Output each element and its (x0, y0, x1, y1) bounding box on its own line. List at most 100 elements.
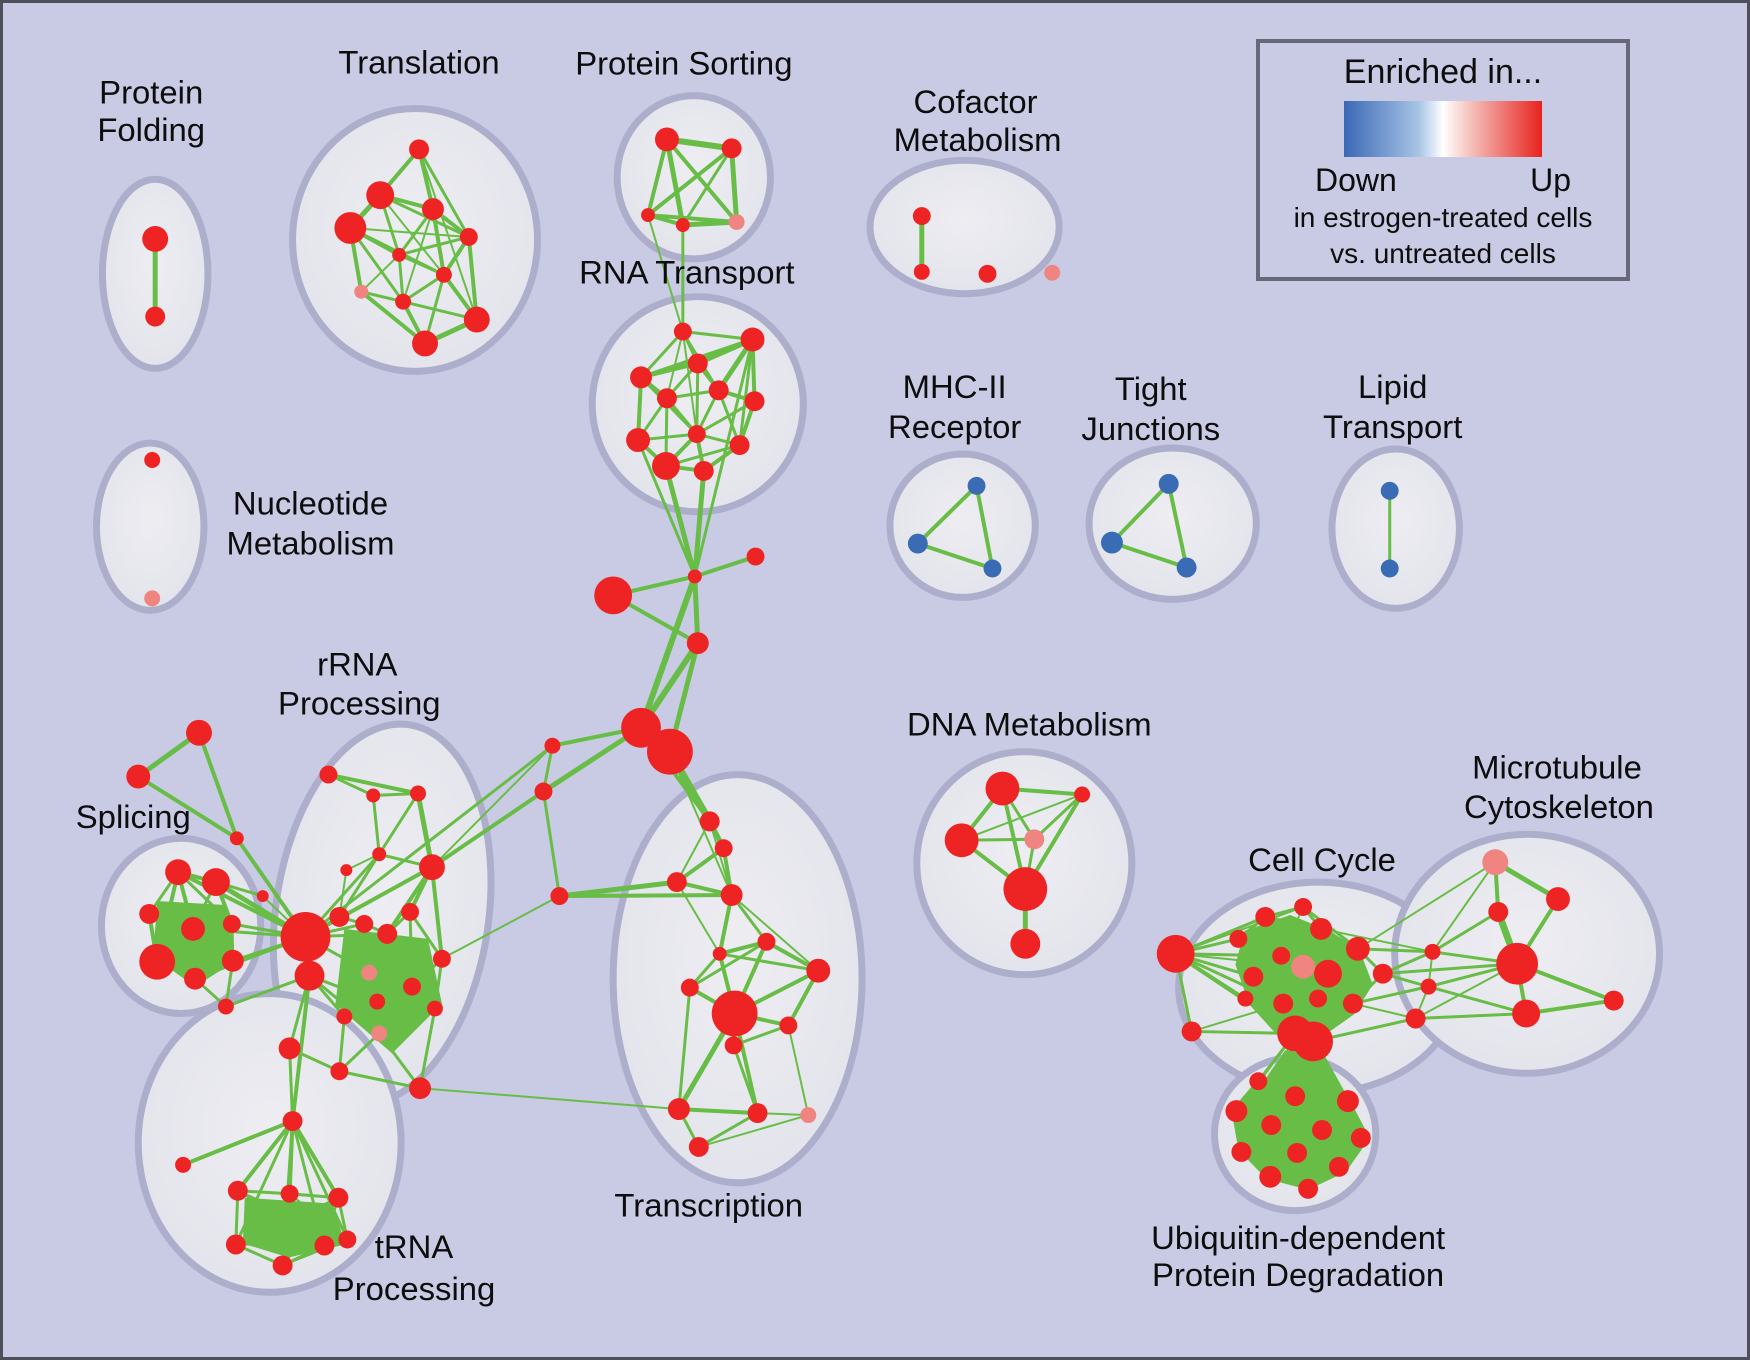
gene-set-node-cc5[interactable] (1272, 946, 1291, 965)
gene-set-node-ub2[interactable] (1285, 1086, 1306, 1107)
gene-set-node-dm2[interactable] (1074, 786, 1091, 803)
gene-set-node-tx3[interactable] (666, 872, 687, 893)
gene-set-node-rt9[interactable] (626, 428, 650, 453)
gene-set-node-rr18[interactable] (409, 1077, 431, 1100)
gene-set-node-tn7[interactable] (272, 1255, 293, 1276)
gene-set-node-ub5[interactable] (1261, 1115, 1282, 1135)
gene-set-node-tn8[interactable] (225, 1234, 246, 1255)
gene-set-node-tr5[interactable] (459, 228, 478, 246)
gene-set-node-tx13[interactable] (667, 1098, 690, 1121)
gene-set-node-tn2[interactable] (227, 1180, 248, 1201)
gene-set-node-mt8[interactable] (1420, 978, 1437, 995)
gene-set-node-cc7[interactable] (1314, 959, 1342, 988)
gene-set-node-cc4[interactable] (1243, 966, 1264, 987)
gene-set-node-tr7[interactable] (435, 266, 452, 283)
gene-set-node-cf2[interactable] (913, 263, 930, 280)
gene-set-node-cc8[interactable] (1237, 990, 1254, 1007)
gene-set-node-tj1[interactable] (1158, 473, 1179, 494)
gene-set-node-cf1[interactable] (912, 207, 931, 226)
gene-set-node-ps5[interactable] (728, 214, 745, 230)
gene-set-node-rt11[interactable] (693, 460, 714, 481)
gene-set-node-tx8[interactable] (806, 958, 831, 983)
gene-set-node-rr5[interactable] (340, 864, 353, 877)
gene-set-node-mt4[interactable] (1496, 942, 1539, 985)
gene-set-node-tx15[interactable] (800, 1107, 817, 1124)
gene-set-node-nu1[interactable] (144, 452, 161, 468)
gene-set-node-cc10[interactable] (1372, 963, 1393, 984)
gene-set-node-tx1[interactable] (699, 811, 720, 832)
gene-set-node-rt7[interactable] (744, 391, 765, 412)
gene-set-node-ub8[interactable] (1231, 1141, 1252, 1162)
gene-set-node-rr17[interactable] (426, 1000, 443, 1017)
gene-set-node-cc11[interactable] (1273, 993, 1294, 1014)
gene-set-node-tx2[interactable] (714, 839, 733, 858)
gene-set-node-cc2[interactable] (1294, 898, 1313, 916)
gene-set-node-mh3[interactable] (983, 559, 1002, 578)
gene-set-node-rr9[interactable] (377, 923, 398, 944)
gene-set-node-dm3[interactable] (944, 823, 979, 858)
gene-set-node-ub11[interactable] (1259, 1165, 1282, 1188)
gene-set-node-lp2[interactable] (1380, 559, 1399, 578)
gene-set-node-rr4[interactable] (372, 847, 387, 862)
gene-set-node-tx7[interactable] (757, 932, 776, 951)
gene-set-node-hb[interactable] (647, 728, 693, 775)
gene-set-node-cc9[interactable] (1345, 936, 1370, 961)
gene-set-node-rr8[interactable] (355, 914, 374, 933)
gene-set-node-mt3[interactable] (1488, 902, 1509, 922)
gene-set-node-rr1[interactable] (319, 765, 338, 784)
gene-set-node-cj[interactable] (687, 569, 702, 584)
gene-set-node-ub9[interactable] (1287, 1142, 1308, 1163)
gene-set-node-rr19[interactable] (330, 1062, 349, 1081)
gene-set-node-sp6[interactable] (139, 904, 160, 924)
gene-set-node-tr11[interactable] (412, 330, 438, 357)
gene-set-node-mt6[interactable] (1603, 990, 1624, 1011)
gene-set-node-pf1[interactable] (142, 226, 169, 252)
gene-set-node-mt9[interactable] (1405, 1008, 1426, 1029)
gene-set-node-ub4[interactable] (1225, 1100, 1248, 1123)
gene-set-node-cc16[interactable] (1293, 1021, 1333, 1062)
gene-set-node-dm5[interactable] (1003, 867, 1048, 911)
gene-set-node-ub12[interactable] (1298, 1178, 1319, 1199)
gene-set-node-sp3[interactable] (229, 831, 244, 846)
gene-set-node-sp9[interactable] (139, 943, 176, 980)
gene-set-node-rt2[interactable] (740, 327, 765, 352)
gene-set-node-ha[interactable] (621, 707, 661, 748)
gene-set-node-rt3[interactable] (687, 353, 708, 374)
gene-set-node-ub7[interactable] (1350, 1128, 1371, 1148)
gene-set-node-ps3[interactable] (641, 208, 655, 223)
gene-set-node-ub1[interactable] (1249, 1072, 1268, 1091)
gene-set-node-nu2[interactable] (144, 590, 161, 607)
gene-set-node-tr10[interactable] (463, 306, 490, 333)
gene-set-node-rr15[interactable] (336, 1008, 353, 1025)
gene-set-node-rr3[interactable] (410, 785, 426, 802)
gene-set-node-rr20[interactable] (278, 1037, 301, 1060)
gene-set-node-rr2[interactable] (366, 788, 381, 803)
gene-set-node-mh2[interactable] (907, 533, 928, 554)
gene-set-node-cc17[interactable] (1181, 1021, 1202, 1042)
gene-set-node-cc6[interactable] (1291, 954, 1316, 979)
gene-set-node-tr1[interactable] (409, 139, 429, 160)
gene-set-node-rt1[interactable] (673, 322, 692, 341)
gene-set-node-tj3[interactable] (1176, 557, 1197, 578)
gene-set-node-tr2[interactable] (366, 181, 395, 210)
gene-set-node-tr6[interactable] (392, 247, 407, 262)
gene-set-node-mt1[interactable] (1482, 849, 1509, 876)
gene-set-node-rr10[interactable] (401, 903, 420, 921)
gene-set-node-ps4[interactable] (675, 218, 690, 232)
gene-set-node-ps2[interactable] (721, 138, 742, 159)
gene-set-node-rt12[interactable] (729, 435, 750, 455)
gene-set-node-tr4[interactable] (422, 198, 444, 221)
gene-set-node-pf2[interactable] (145, 306, 166, 327)
gene-set-node-tx6[interactable] (712, 946, 727, 961)
gene-set-node-hh1[interactable] (280, 911, 331, 962)
gene-set-node-tn6[interactable] (314, 1235, 335, 1256)
gene-set-node-mt7[interactable] (1424, 943, 1441, 960)
gene-set-node-tr3[interactable] (334, 212, 367, 244)
gene-set-node-rt4[interactable] (630, 366, 652, 389)
gene-set-node-lp1[interactable] (1380, 481, 1399, 500)
gene-set-node-cf4[interactable] (1044, 264, 1061, 281)
gene-set-node-tx11[interactable] (779, 1016, 798, 1035)
gene-set-node-sp11[interactable] (221, 949, 244, 972)
gene-set-node-sp12[interactable] (256, 890, 269, 903)
gene-set-node-rr13[interactable] (403, 977, 422, 996)
